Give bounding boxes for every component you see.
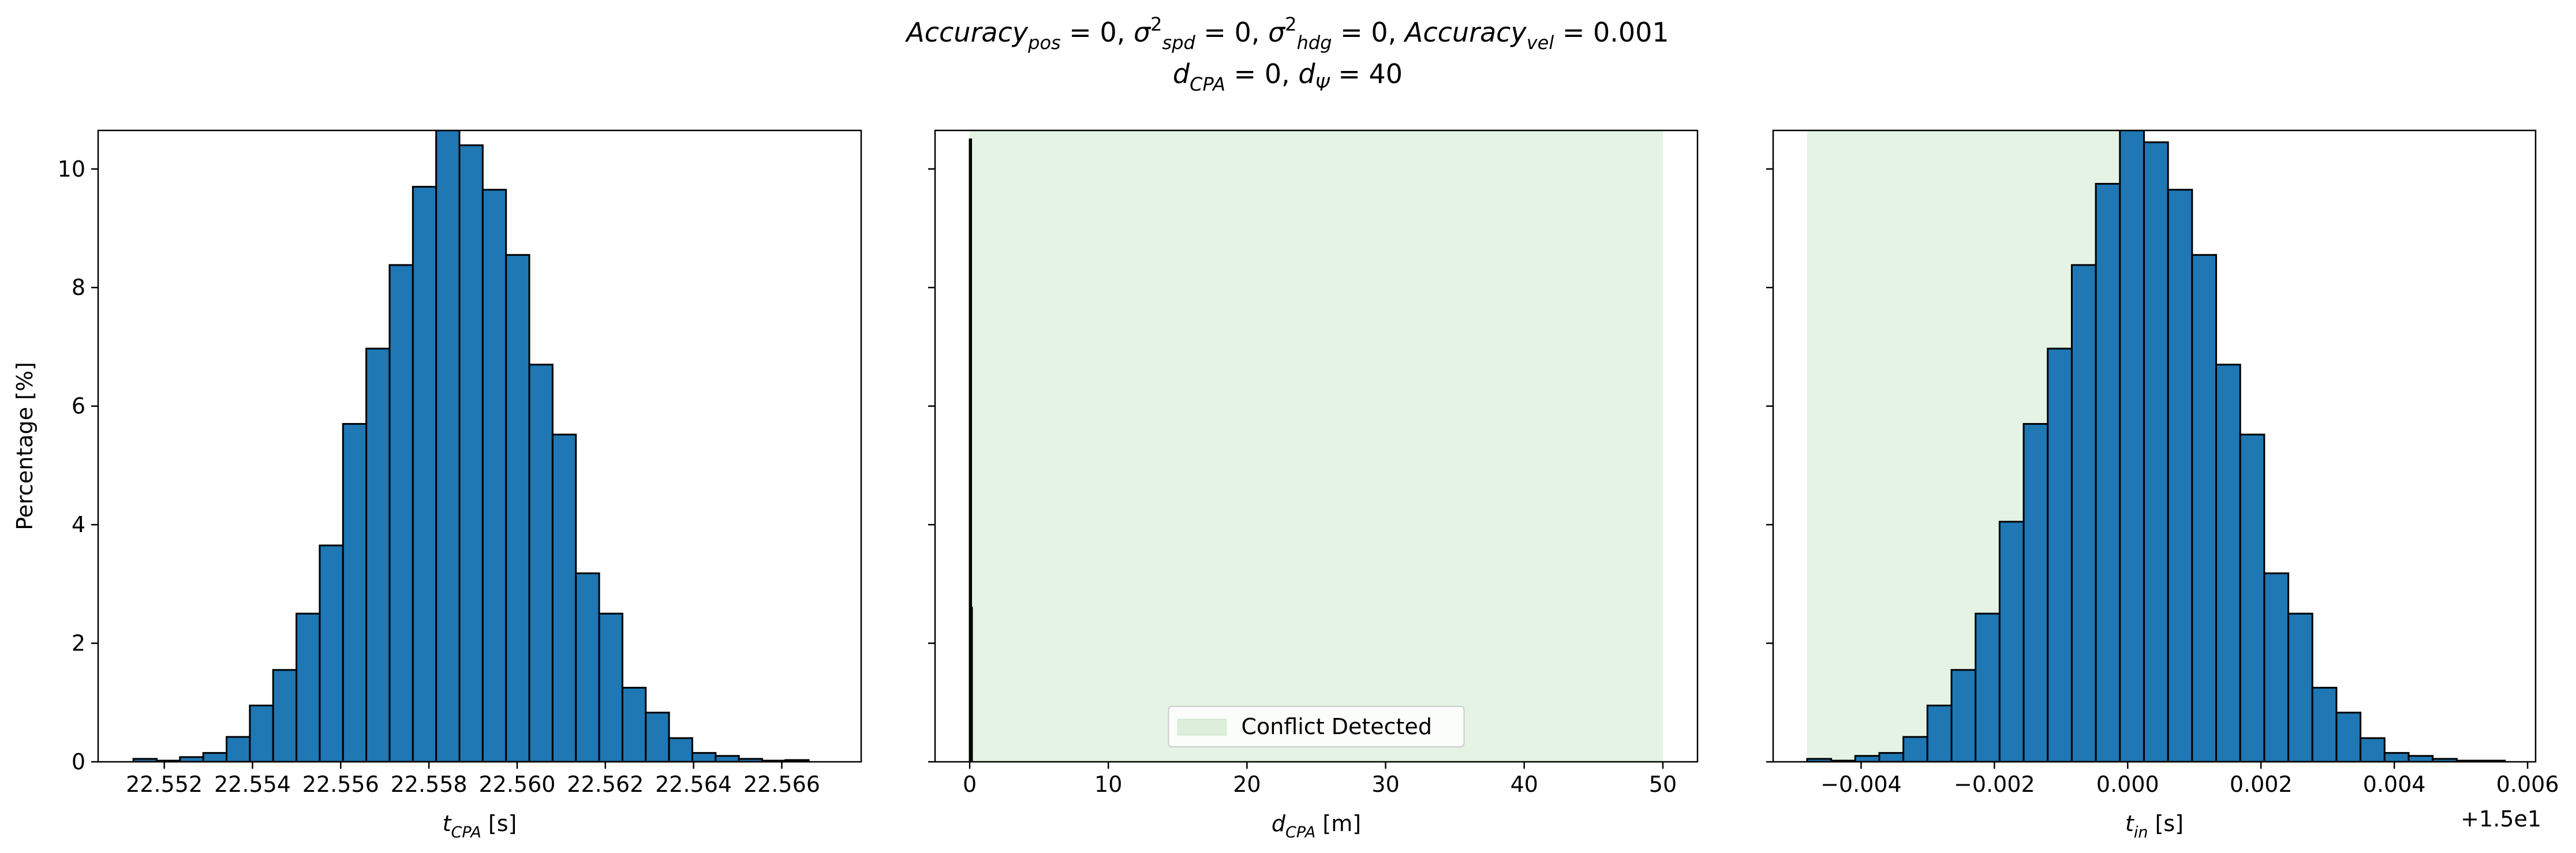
x-tick-label: 22.562 [567,772,644,797]
axes-frame [97,129,862,763]
histogram-bar [2215,364,2241,762]
histogram-bar [2239,433,2265,762]
histogram-bar [598,612,623,762]
histogram-bar [528,364,554,762]
histogram-bar [2095,182,2121,762]
x-axis-label: tCPA [s] [443,811,517,841]
conflict-region [970,130,1663,762]
y-tick-label: 6 [72,394,85,419]
histogram-bar [1878,752,1905,762]
histogram-bar [2263,572,2290,762]
y-axis-label: Percentage [%] [12,362,38,530]
x-axis-label: tin [s] [2125,811,2184,841]
figure-title-line1: Accuracypos = 0, σ2spd = 0, σ2hdg = 0, A… [904,13,1669,54]
x-tick-label: 22.558 [391,772,468,797]
x-tick-label: 22.564 [655,772,732,797]
y-tick-label: 0 [72,749,85,775]
x-axis-label: dCPA [m] [1272,811,1361,841]
histogram-bar [365,347,391,762]
x-tick-label: 0.000 [2096,772,2159,797]
histogram-bar [691,752,717,762]
histogram-bar [575,572,600,762]
x-tick-label: 0.004 [2363,772,2426,797]
x-tick-label: 22.554 [214,772,291,797]
y-tick-label: 8 [72,275,85,300]
figure-title-line2: dCPA = 0, dΨ = 40 [1173,58,1403,95]
legend: Conflict Detected [1168,706,1465,747]
histogram-bar [412,186,438,762]
histogram-t-in: −0.004 −0.002 0.000 0.002 0.004 0.006 tin [s] +… [1766,129,2559,841]
x-tick-label: 0.002 [2230,772,2293,797]
histogram-bar [645,712,670,762]
histogram-bar [969,607,973,762]
histogram-bar [1975,612,2001,762]
histogram-bar [1950,669,1977,762]
histogram-bar [272,669,298,762]
x-tick-label: 22.556 [302,772,379,797]
plot-area [969,130,1663,762]
x-tick-label: −0.004 [1820,772,1902,797]
axes-frame [1772,129,2537,763]
y-tick-label: 10 [58,156,85,182]
histogram-bar [621,687,647,762]
histogram-bar [1926,704,1953,762]
histogram-bar [2191,254,2218,762]
histogram-bar [715,755,740,762]
plot-area [1806,130,2506,762]
histogram-bar [2022,422,2049,762]
histogram-bar [2311,687,2338,762]
histogram-bar [551,433,577,762]
plot-area [132,130,810,762]
y-tick-label: 4 [72,512,85,537]
histogram-bar [342,422,368,762]
legend-swatch [1177,719,1227,736]
histogram-bar [458,144,484,762]
histogram-bar [2070,264,2097,762]
x-tick-label: 0 [963,772,977,797]
histogram-bar [202,752,228,762]
x-tick-label: 20 [1233,772,1261,797]
histogram-bar [505,254,530,762]
histogram-bar [296,612,321,762]
histogram-bar [435,130,461,762]
x-tick-label: 22.566 [743,772,820,797]
x-axis-offset-label: +1.5e1 [2461,806,2541,832]
x-tick-label: 30 [1371,772,1399,797]
legend-label: Conflict Detected [1242,714,1432,739]
x-tick-label: 50 [1649,772,1677,797]
histogram-bar [2335,712,2362,762]
histogram-bar [2143,141,2169,762]
histogram-bar [2287,612,2313,762]
histogram-bar [249,704,274,762]
histogram-bar [784,759,810,762]
x-tick-label: 22.552 [126,772,203,797]
histogram-d-cpa: 0 10 20 30 40 50 dCPA [m] Conflict Detected [928,129,1699,841]
histogram-bar [2167,189,2193,762]
x-tick-label: 10 [1094,772,1122,797]
legend-box [1168,706,1465,747]
histogram-bar [319,544,344,762]
histogram-bar [1854,755,1880,762]
histogram-bar [2383,752,2410,762]
y-tick-label: 2 [72,631,85,656]
histogram-bar [1902,736,1928,762]
x-tick-label: 40 [1511,772,1538,797]
histogram-bar [226,736,251,762]
x-tick-label: 0.006 [2496,772,2559,797]
histogram-bar [2119,130,2145,762]
x-tick-label: −0.002 [1954,772,2035,797]
histogram-bar [2047,347,2073,762]
x-tick-label: 22.560 [478,772,555,797]
histogram-bar [969,138,973,762]
axes-frame [934,129,1699,763]
histogram-t-cpa: 22.552 22.554 22.556 22.558 22.560 22.562 22.5… [12,129,862,841]
histogram-bar [388,264,414,762]
histogram-bar [2407,755,2434,762]
histogram-bar [668,737,693,762]
histogram-bar [481,189,507,762]
histogram-bar [2360,737,2386,762]
histogram-bar [1998,521,2025,762]
